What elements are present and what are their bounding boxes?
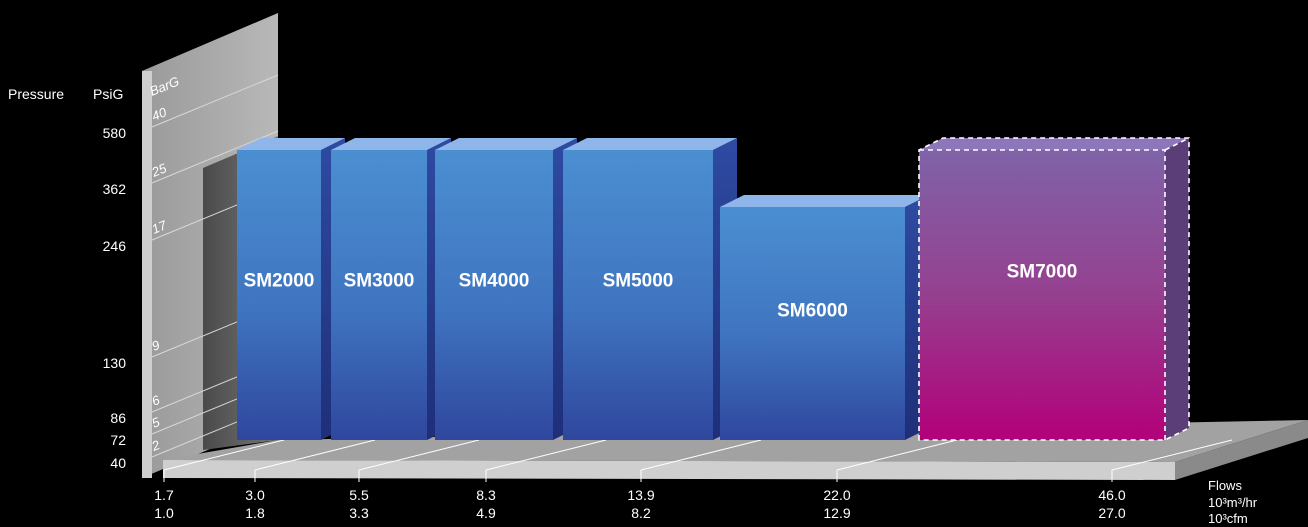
- bar-sm5000: SM5000: [563, 138, 737, 440]
- bar-sm7000: SM7000: [918, 137, 1190, 441]
- flow-tick-m3hr: 3.0: [245, 487, 265, 503]
- bar-label: SM2000: [244, 270, 315, 291]
- bar-label: SM5000: [603, 270, 674, 291]
- bar-top: [919, 138, 1189, 150]
- floor-grid-line: [836, 439, 958, 471]
- flow-tick-cfm: 27.0: [1098, 505, 1125, 521]
- floor-grid-line: [640, 439, 762, 471]
- bar-label: SM6000: [777, 301, 848, 322]
- floor-side: [1175, 420, 1308, 480]
- bar-front: [331, 150, 427, 440]
- flow-tick-m3hr: 22.0: [823, 487, 850, 503]
- bar-sm2000: SM2000: [237, 138, 345, 440]
- bar-top: [237, 138, 345, 150]
- bar-side: [1165, 138, 1189, 440]
- flow-tick-m3hr: 8.3: [476, 487, 496, 503]
- bar-top: [435, 138, 577, 150]
- floor-front: [163, 460, 1175, 480]
- barg-tick-label: 25: [149, 160, 170, 180]
- bar-front: [435, 150, 553, 440]
- wall-tick-line: [151, 130, 279, 184]
- bar-front: [237, 150, 321, 440]
- flow-tick-cfm: 1.8: [245, 505, 265, 521]
- bar-sm3000: SM3000: [331, 138, 451, 440]
- flow-tick-cfm: 12.9: [823, 505, 850, 521]
- bar-sm4000: SM4000: [435, 138, 577, 440]
- bar-front: [919, 150, 1165, 440]
- psig-tick-label: 86: [110, 410, 126, 426]
- floor-grid-line: [163, 439, 285, 471]
- flow-tick-cfm: 1.0: [154, 505, 174, 521]
- floor-grid-line: [254, 439, 376, 471]
- bar-label: SM3000: [344, 270, 415, 291]
- barg-tick-label: 17: [150, 217, 170, 237]
- bar-sm6000: SM6000: [720, 195, 929, 440]
- psig-tick-label: 246: [103, 238, 127, 254]
- pressure-axis-title: Pressure: [8, 86, 64, 102]
- psig-tick-label: 40: [110, 455, 126, 471]
- wall-tick-line: [151, 74, 279, 128]
- flow-tick-m3hr: 1.7: [154, 487, 174, 503]
- flow-tick-m3hr: 46.0: [1098, 487, 1125, 503]
- bar-label: SM7000: [1007, 262, 1078, 283]
- bar-top: [563, 138, 737, 150]
- axis-structure: [142, 13, 1308, 482]
- flow-tick-cfm: 4.9: [476, 505, 496, 521]
- flows-axis-title: Flows: [1208, 478, 1242, 493]
- flow-tick-cfm: 8.2: [631, 505, 651, 521]
- flow-tick-cfm: 3.3: [349, 505, 369, 521]
- bar-top: [331, 138, 451, 150]
- flow-unit-m3hr: 10³m³/hr: [1208, 495, 1258, 510]
- bar-front: [563, 150, 713, 440]
- barg-tick-label: 40: [150, 104, 170, 124]
- floor-grid-line: [1111, 439, 1233, 471]
- floor-grid-line: [358, 439, 480, 471]
- wall-front-edge: [142, 71, 152, 478]
- psig-tick-label: 580: [103, 125, 127, 141]
- bar-front: [720, 207, 905, 440]
- flow-tick-m3hr: 13.9: [627, 487, 654, 503]
- psig-tick-label: 362: [103, 181, 127, 197]
- psig-tick-label: 72: [110, 432, 126, 448]
- psig-tick-label: 130: [103, 355, 127, 371]
- flow-tick-m3hr: 5.5: [349, 487, 369, 503]
- bar-label: SM4000: [459, 270, 530, 291]
- bar-outline: [918, 137, 1190, 441]
- psig-axis-title: PsiG: [93, 86, 123, 102]
- bars: SM2000 SM3000 SM4000 SM5000 SM6000 SM7000: [237, 137, 1190, 441]
- flow-unit-cfm: 10³cfm: [1208, 511, 1248, 526]
- floor-grid-line: [485, 439, 607, 471]
- floor-grid-lines: [163, 439, 1233, 482]
- bar-top: [720, 195, 929, 207]
